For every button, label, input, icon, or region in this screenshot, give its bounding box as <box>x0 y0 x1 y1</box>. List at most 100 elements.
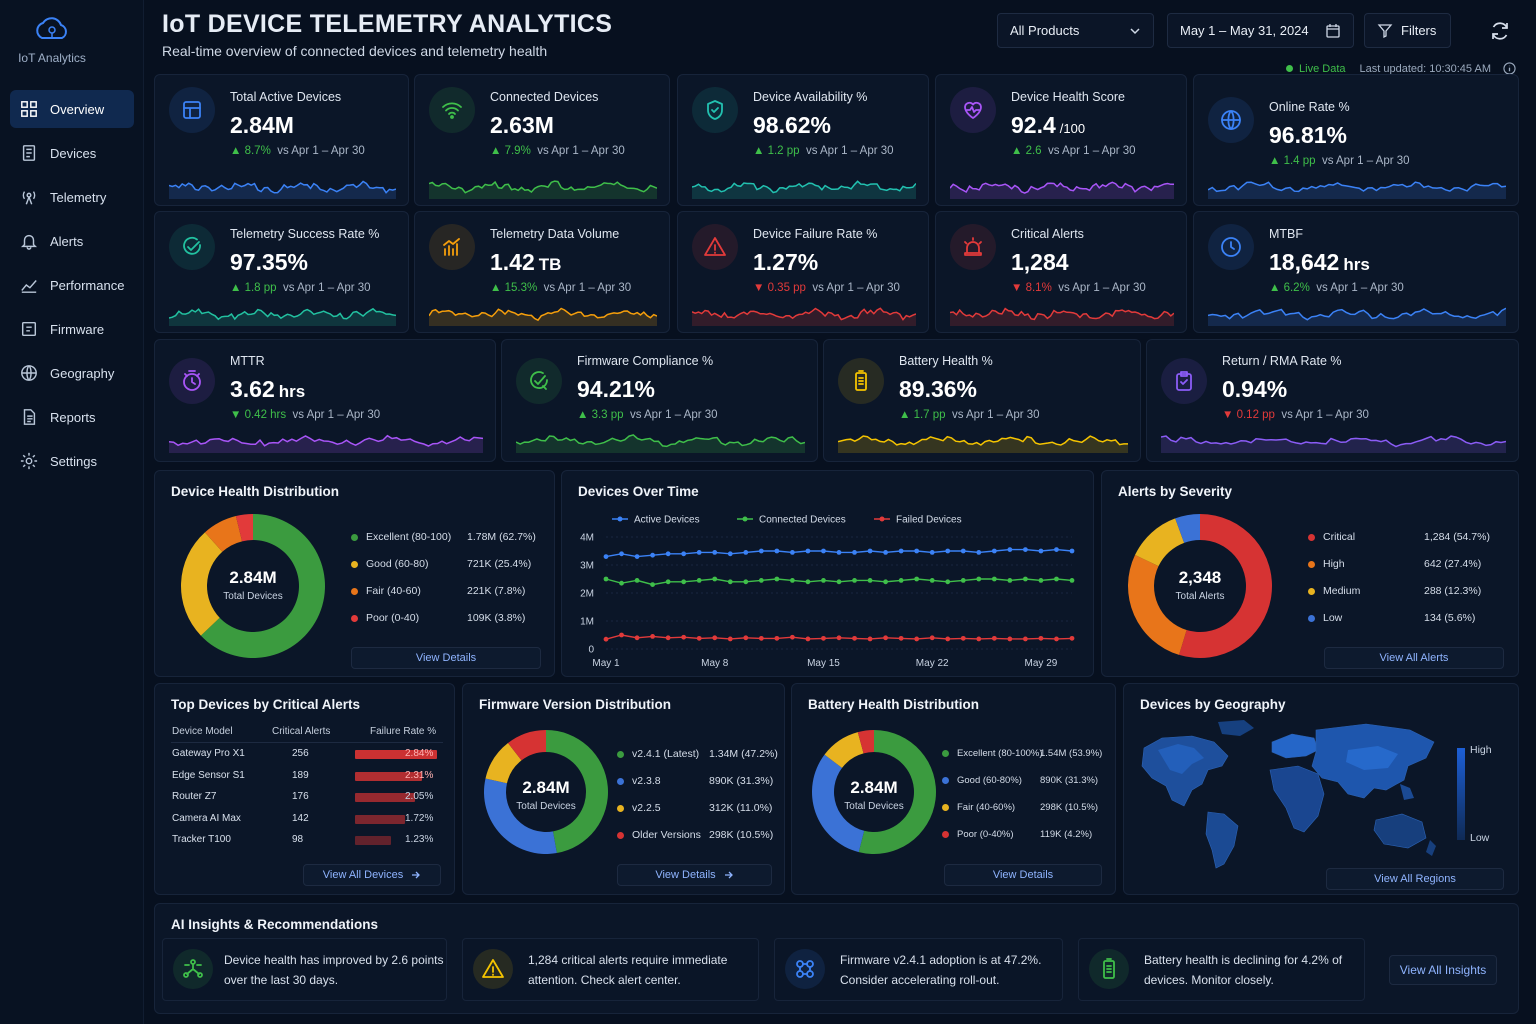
data-point[interactable] <box>774 548 780 554</box>
kpi-card[interactable]: Device Failure Rate % 1.27% ▼ 0.35 pp vs A… <box>677 211 929 333</box>
data-point[interactable] <box>634 635 640 641</box>
data-point[interactable] <box>929 550 935 555</box>
data-point[interactable] <box>634 554 640 559</box>
data-point[interactable] <box>727 579 733 585</box>
data-point[interactable] <box>696 635 702 641</box>
data-point[interactable] <box>976 550 982 555</box>
data-point[interactable] <box>790 550 795 555</box>
data-point[interactable] <box>650 552 655 558</box>
donut-slice[interactable] <box>181 532 223 636</box>
data-point[interactable] <box>1007 578 1013 583</box>
data-point[interactable] <box>836 550 842 555</box>
data-point[interactable] <box>898 548 904 554</box>
view-details-button[interactable]: View Details <box>351 647 541 669</box>
kpi-card[interactable]: Device Health Score 92.4/100 ▲ 2.6 vs Apr … <box>935 74 1187 206</box>
donut-slice[interactable] <box>484 778 557 854</box>
data-point[interactable] <box>867 578 873 583</box>
kpi-card[interactable]: Connected Devices 2.63M ▲ 7.9% vs Apr 1 – … <box>414 74 670 206</box>
kpi-card[interactable]: MTTR 3.62 hrs ▼ 0.42 hrs vs Apr 1 – Apr 30 <box>154 339 496 462</box>
data-point[interactable] <box>743 550 749 555</box>
data-point[interactable] <box>805 636 811 642</box>
data-point[interactable] <box>1069 578 1075 583</box>
data-point[interactable] <box>1007 547 1013 552</box>
sidebar-item-overview[interactable]: Overview <box>10 90 134 128</box>
chart-legend-item[interactable]: Active Devices <box>612 515 700 526</box>
view-all-regions-button[interactable]: View All Regions <box>1326 868 1504 890</box>
donut-slice[interactable] <box>857 730 874 754</box>
chart-legend-item[interactable]: Connected Devices <box>737 515 846 526</box>
sidebar-item-telemetry[interactable]: Telemetry <box>10 178 134 216</box>
data-point[interactable] <box>945 548 951 554</box>
data-point[interactable] <box>976 636 982 642</box>
kpi-card[interactable]: Battery Health % 89.36% ▲ 1.7 pp vs Apr 1 … <box>823 339 1141 462</box>
data-point[interactable] <box>883 550 888 555</box>
table-row[interactable]: Tracker T100 98 1.23% <box>172 832 444 850</box>
data-point[interactable] <box>914 548 920 554</box>
data-point[interactable] <box>991 635 997 641</box>
data-point[interactable] <box>1054 636 1059 642</box>
data-point[interactable] <box>727 636 733 642</box>
world-map[interactable] <box>1138 720 1448 870</box>
sidebar-item-reports[interactable]: Reports <box>10 398 134 436</box>
data-point[interactable] <box>696 578 702 583</box>
data-point[interactable] <box>758 578 764 583</box>
view-all-devices-button[interactable]: View All Devices <box>303 864 441 886</box>
table-row[interactable]: Edge Sensor S1 189 2.31% <box>172 768 444 786</box>
table-row[interactable]: Router Z7 176 2.05% <box>172 789 444 807</box>
data-point[interactable] <box>852 578 857 583</box>
donut-slice[interactable] <box>1179 514 1272 658</box>
sidebar-item-performance[interactable]: Performance <box>10 266 134 304</box>
data-point[interactable] <box>805 579 811 585</box>
data-point[interactable] <box>883 635 888 641</box>
filters-button[interactable]: Filters <box>1364 13 1451 48</box>
data-point[interactable] <box>1023 636 1028 642</box>
data-point[interactable] <box>1007 636 1013 642</box>
sidebar-item-devices[interactable]: Devices <box>10 134 134 172</box>
data-point[interactable] <box>1023 547 1028 552</box>
data-point[interactable] <box>665 551 671 557</box>
kpi-card[interactable]: Return / RMA Rate % 0.94% ▼ 0.12 pp vs Apr… <box>1146 339 1519 462</box>
data-point[interactable] <box>929 578 935 583</box>
donut-slice[interactable] <box>824 732 864 768</box>
data-point[interactable] <box>821 578 826 583</box>
data-point[interactable] <box>681 551 687 557</box>
data-point[interactable] <box>619 632 624 638</box>
data-point[interactable] <box>867 548 873 554</box>
data-point[interactable] <box>821 635 826 641</box>
kpi-card[interactable]: Telemetry Success Rate % 97.35% ▲ 1.8 pp v… <box>154 211 409 333</box>
data-point[interactable] <box>603 576 609 582</box>
data-point[interactable] <box>1023 576 1028 582</box>
data-point[interactable] <box>1038 578 1044 583</box>
kpi-card[interactable]: Critical Alerts 1,284 ▼ 8.1% vs Apr 1 – Ap… <box>935 211 1187 333</box>
data-point[interactable] <box>805 548 811 554</box>
sidebar-item-firmware[interactable]: Firmware <box>10 310 134 348</box>
donut-slice[interactable] <box>1128 554 1187 655</box>
data-point[interactable] <box>883 579 888 585</box>
data-point[interactable] <box>914 576 920 582</box>
data-point[interactable] <box>727 551 733 557</box>
data-point[interactable] <box>836 635 842 641</box>
logo[interactable]: IoT Analytics <box>16 14 88 65</box>
data-point[interactable] <box>712 635 718 641</box>
data-point[interactable] <box>790 634 795 640</box>
insight-card[interactable]: Battery health is declining for 4.2% of d… <box>1078 938 1365 1001</box>
data-point[interactable] <box>852 550 857 555</box>
data-point[interactable] <box>712 550 718 555</box>
data-point[interactable] <box>758 548 764 554</box>
donut-slice[interactable] <box>200 514 325 658</box>
data-point[interactable] <box>603 554 609 559</box>
data-point[interactable] <box>650 582 655 587</box>
data-point[interactable] <box>1038 635 1044 641</box>
sidebar-item-settings[interactable]: Settings <box>10 442 134 480</box>
sidebar-item-geography[interactable]: Geography <box>10 354 134 392</box>
data-point[interactable] <box>991 548 997 554</box>
data-point[interactable] <box>1069 548 1075 554</box>
kpi-card[interactable]: Telemetry Data Volume 1.42 TB ▲ 15.3% vs Ap… <box>414 211 670 333</box>
data-point[interactable] <box>914 636 920 642</box>
data-point[interactable] <box>960 548 966 554</box>
data-point[interactable] <box>852 635 857 641</box>
insight-card[interactable]: 1,284 critical alerts require immediate a… <box>462 938 759 1001</box>
date-range-picker[interactable]: May 1 – May 31, 2024 <box>1167 13 1354 48</box>
data-point[interactable] <box>603 636 609 642</box>
data-point[interactable] <box>665 635 671 641</box>
